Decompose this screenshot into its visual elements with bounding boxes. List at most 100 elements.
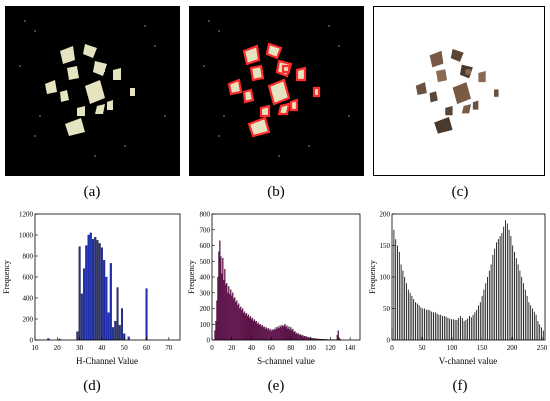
chart-f-bar [539, 324, 541, 340]
noise-speck [164, 115, 166, 117]
fragment [249, 64, 265, 82]
chart-e-bar [249, 316, 252, 341]
fragment [295, 66, 307, 82]
noise-speck [223, 115, 225, 117]
chart-f-bar [440, 314, 442, 340]
noise-speck [19, 65, 21, 67]
fragment [130, 88, 135, 96]
chart-f-bar [400, 264, 402, 340]
chart-f-bar [510, 236, 512, 340]
chart-e-ytick-label: 600 [200, 242, 211, 250]
fragment [60, 90, 69, 102]
chart-e-bar [276, 328, 278, 341]
chart-e-xtick-label: 20 [228, 344, 236, 352]
chart-f-bar [481, 295, 483, 340]
chart-f-bar [456, 319, 458, 340]
chart-f-bar [501, 232, 503, 340]
chart-f-bar [492, 254, 494, 340]
chart-d-bar [91, 239, 95, 341]
noise-speck [278, 155, 280, 157]
noise-speck [94, 155, 96, 157]
chart-e-bar [261, 324, 263, 341]
chart-e-bar [282, 326, 284, 341]
chart-f-bar [429, 310, 431, 340]
chart-f-bar [411, 295, 413, 340]
chart-e-bar [297, 334, 299, 341]
chart-e-bar [235, 302, 237, 341]
chart-e-bar [242, 313, 245, 341]
fragment [450, 48, 464, 62]
chart-f-bar [528, 302, 530, 340]
chart-e-bar [285, 327, 287, 341]
chart-e-bar [293, 332, 295, 341]
caption-a: (a) [83, 184, 101, 200]
chart-f-bar [530, 305, 532, 340]
chart-e-bar [303, 336, 305, 341]
chart-f-xtick-label: 50 [419, 344, 427, 352]
chart-d-bar [107, 312, 110, 341]
chart-f-bar [497, 239, 499, 340]
chart-d-ytick-label: 0 [30, 337, 34, 345]
chart-f-xticks: 0 50 100 150 200 250 [390, 337, 548, 352]
chart-f-bar [508, 229, 510, 340]
chart-e-bar [224, 269, 226, 341]
chart-e-bar [263, 326, 265, 341]
chart-f-bar [499, 236, 501, 340]
chart-e-bar [337, 330, 339, 341]
chart-e-ytick-label: 200 [200, 305, 211, 313]
chart-e-bar [221, 273, 223, 341]
chart-d-xticks: 10 20 30 40 50 60 70 [32, 337, 173, 352]
chart-f-bar [524, 289, 526, 340]
fragment [494, 89, 499, 97]
chart-e-bar [272, 330, 274, 341]
fragment [452, 82, 471, 105]
chart-e-bar [298, 333, 300, 341]
fragment [242, 44, 261, 66]
noise-speck [218, 135, 220, 137]
chart-e-bar [243, 311, 246, 341]
chart-d-xtick-label: 60 [143, 344, 151, 352]
chart-d-bar [83, 268, 86, 341]
chart-f-bar [478, 305, 479, 340]
fragment [415, 82, 427, 95]
chart-f-bar [535, 314, 537, 340]
chart-d-bar [96, 240, 99, 341]
fragment [242, 88, 255, 104]
chart-e-bar [252, 320, 255, 341]
fragment [267, 78, 291, 106]
chart-e-bar [239, 306, 242, 341]
chart-d-yticks: 0 200 400 600 800 1000 1200 [19, 211, 38, 345]
fragment [429, 50, 444, 68]
chart-e-bar [292, 328, 294, 341]
caption-c: (c) [451, 184, 469, 200]
chart-d-frame [34, 213, 181, 341]
chart-e-bar [251, 317, 254, 341]
chart-e-bar [294, 331, 296, 341]
chart-d-xtick-label: 10 [32, 344, 40, 352]
chart-f-ytick-label: 150 [380, 242, 391, 250]
chart-e-ylabel: Frequency [187, 260, 196, 294]
panel-b [189, 6, 364, 176]
chart-f-bar [494, 248, 496, 340]
chart-e-bar [218, 251, 220, 341]
chart-f-bar [465, 319, 467, 340]
chart-f-bar [479, 302, 481, 340]
chart-d-xlabel: H-Channel Value [76, 356, 138, 366]
chart-e-bar [230, 289, 232, 341]
chart-f-bar [443, 316, 445, 340]
chart-f-bar [521, 277, 523, 340]
chart-e-bar [222, 257, 224, 341]
chart-e-bar [248, 317, 251, 341]
chart-d-ylabel: Frequency [2, 260, 11, 294]
chart-f-bar [542, 330, 544, 340]
fragment [77, 106, 85, 116]
chart-f-bar [425, 309, 427, 340]
fragment [436, 69, 448, 83]
chart-f-bar [395, 239, 397, 340]
chart-e-bar [237, 305, 239, 341]
panel-c-image [373, 6, 545, 176]
chart-e-bars [214, 240, 341, 341]
chart-f-bar [418, 305, 420, 340]
noise-speck [39, 115, 41, 117]
chart-e-bar [269, 328, 271, 341]
